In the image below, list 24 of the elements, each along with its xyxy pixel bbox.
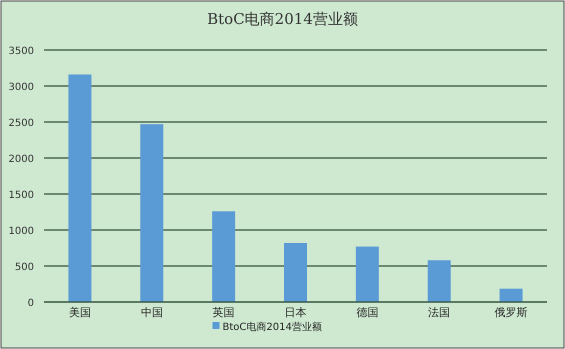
y-tick-label: 3000 [8,82,34,93]
y-tick-label: 0 [28,298,34,309]
bar [68,74,92,302]
bar [284,242,307,302]
y-tick-label: 1000 [8,226,34,237]
y-tick-label: 500 [14,262,34,273]
x-tick-label: 中国 [140,306,163,319]
y-tick-label: 1500 [8,190,34,201]
x-tick-label: 德国 [356,306,378,319]
bar [428,260,451,302]
bar [140,124,164,302]
bar [500,288,523,302]
y-tick-label: 2000 [8,154,34,165]
x-tick-label: 英国 [212,306,235,319]
x-tick-label: 美国 [68,306,91,319]
chart-title: BtoC电商2014营业额 [207,10,358,28]
y-tick-label: 2500 [8,118,34,129]
x-tick-label: 日本 [284,306,306,319]
y-tick-label: 3500 [8,46,34,57]
legend-label: BtoC电商2014营业额 [222,321,322,333]
bar [212,211,236,302]
bar [356,246,379,302]
x-tick-label: 法国 [428,306,450,319]
x-tick-label: 俄罗斯 [494,306,528,319]
